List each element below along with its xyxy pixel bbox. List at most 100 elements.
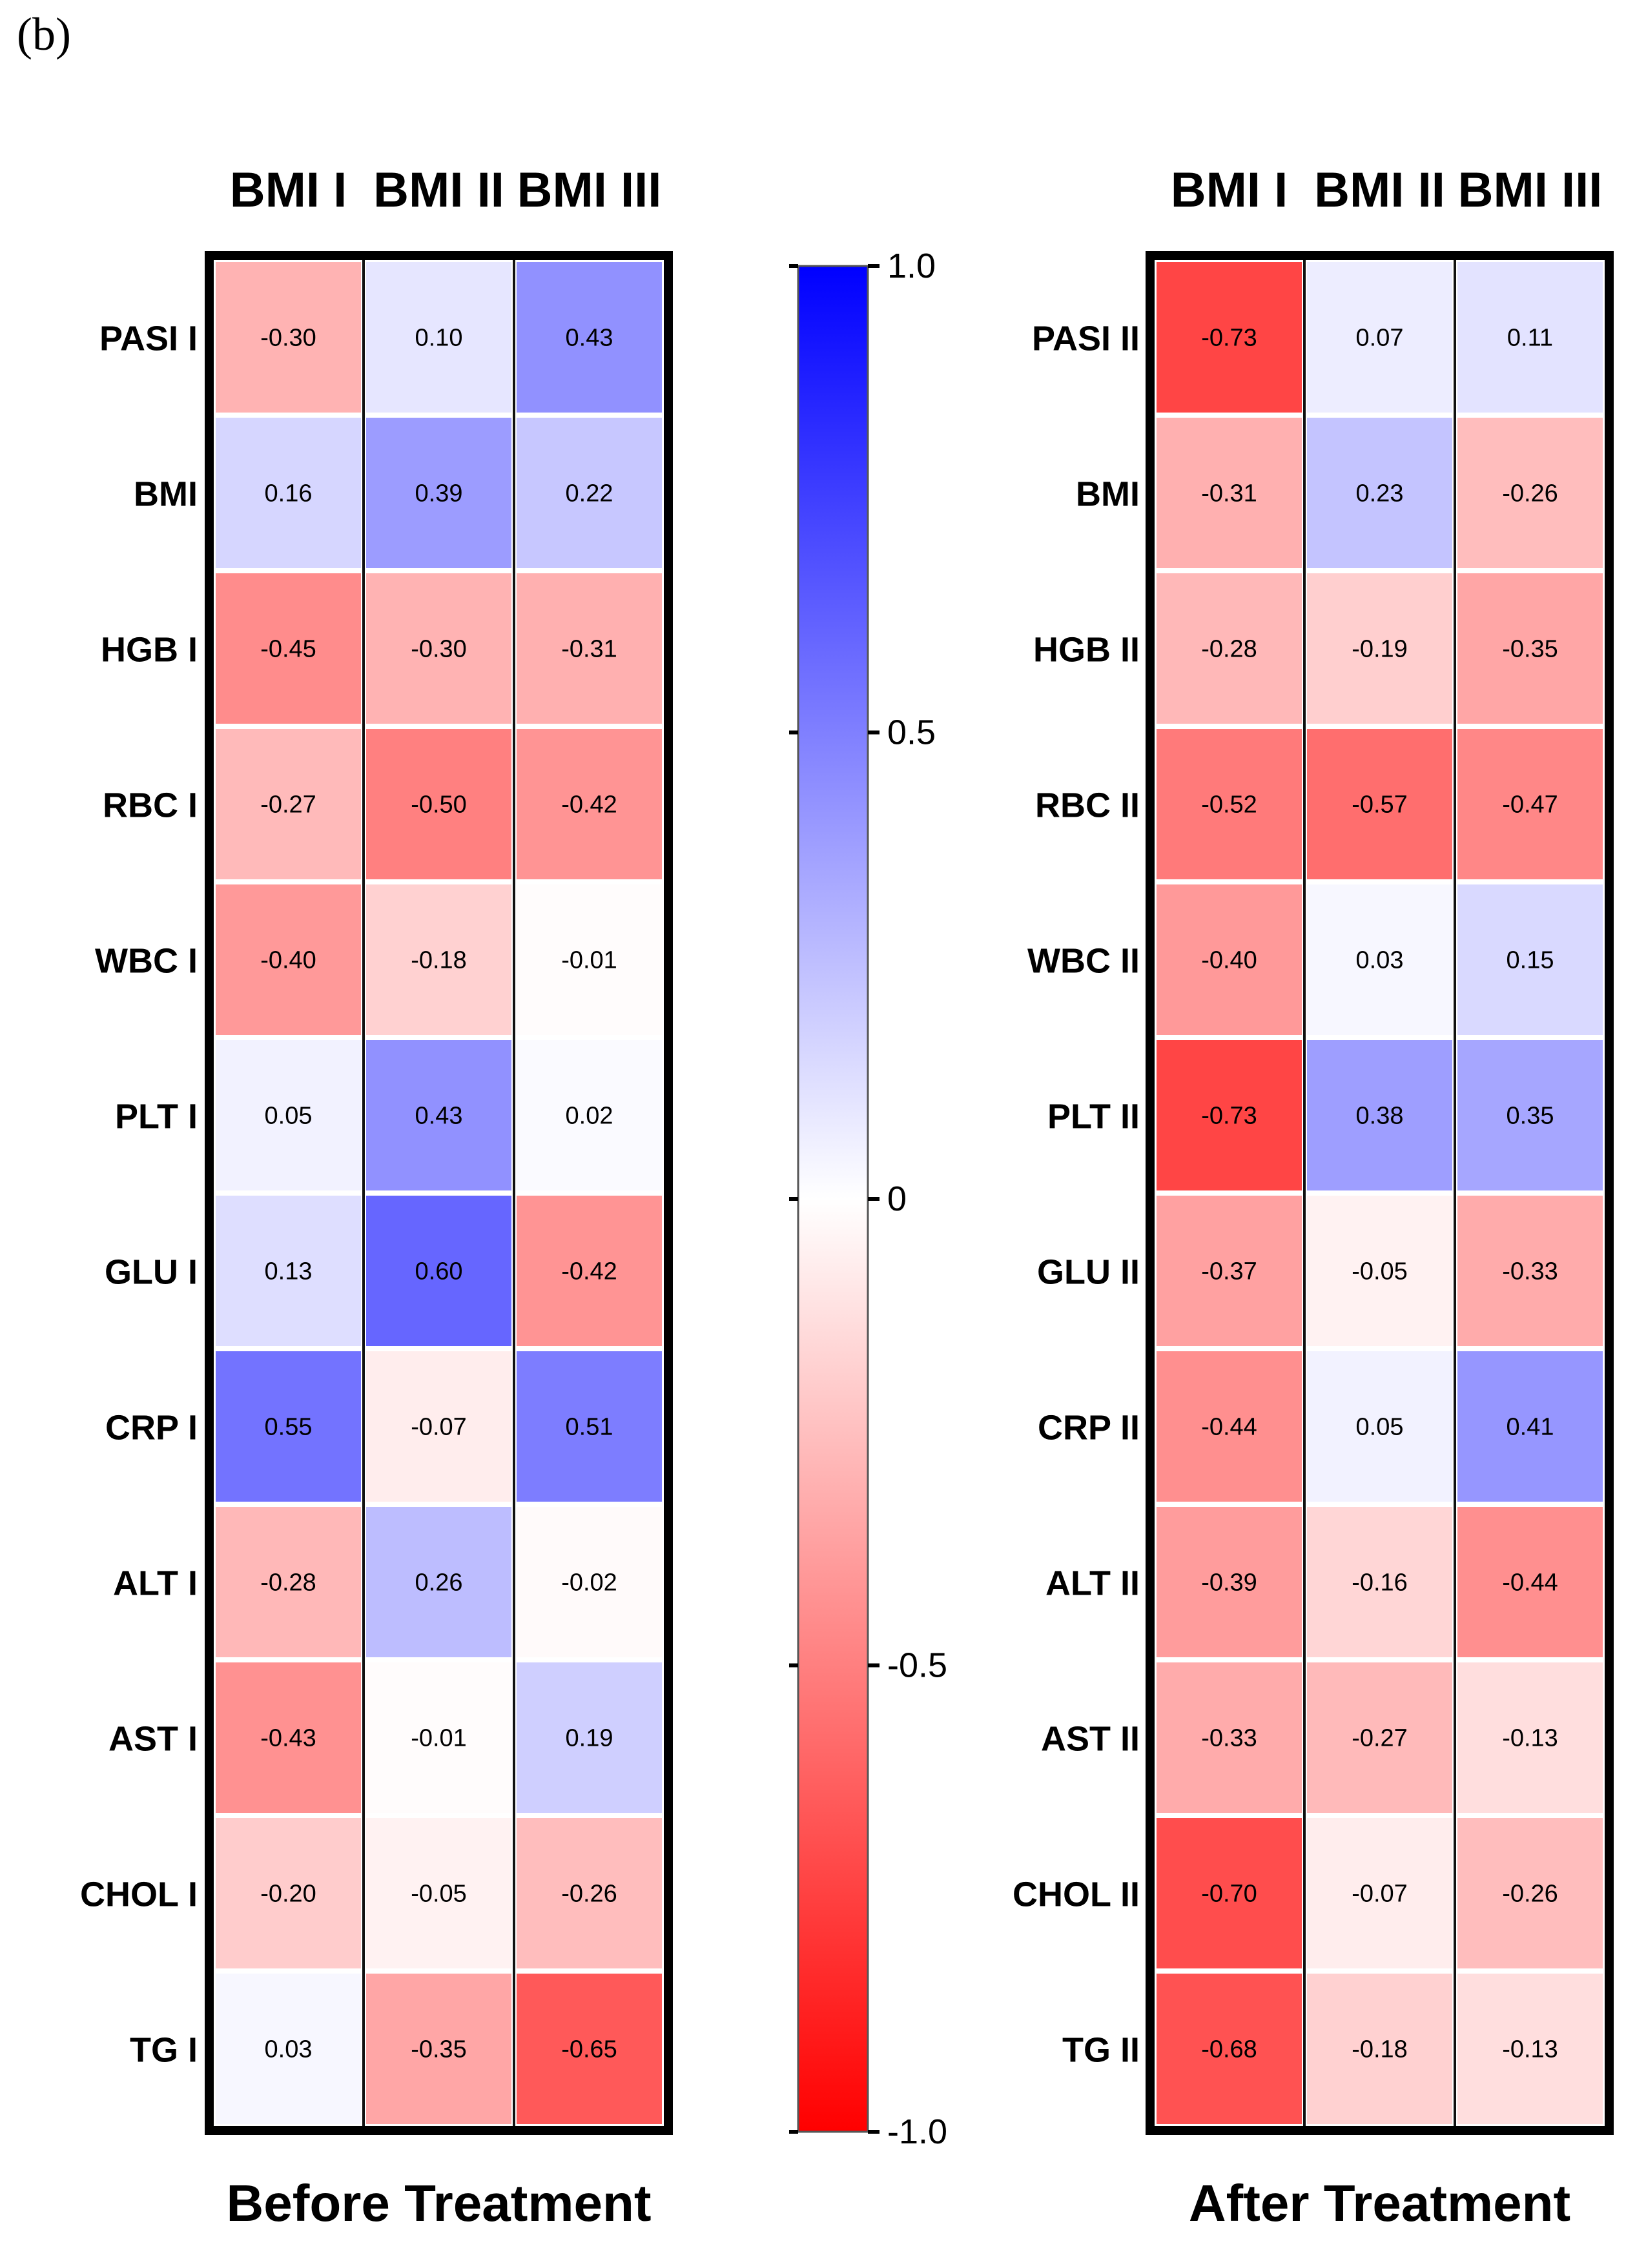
heatmap-cell	[1457, 1974, 1603, 2124]
row-label: BMI	[134, 475, 198, 514]
heatmap-cell	[1307, 1196, 1452, 1346]
colorbar-tick-label: 0	[887, 1180, 907, 1218]
heatmap-cell	[517, 1196, 662, 1346]
heatmap-cell	[216, 573, 361, 724]
cell-value-label: -0.31	[561, 636, 617, 663]
heatmap-after-treatment: BMI I BMI II BMI III -0.73 0.07 0.11 PASI II -0…	[1013, 163, 1614, 2232]
heatmap-cell	[1157, 1351, 1302, 1502]
heatmap-cell	[1157, 1974, 1302, 2124]
heatmap-cell	[1307, 1662, 1452, 1813]
row-label: BMI	[1076, 475, 1140, 514]
cell-value-label: -0.26	[561, 1881, 617, 1908]
heatmap-cell	[366, 1818, 511, 1968]
cell-value-label: 0.22	[566, 480, 613, 507]
cell-value-label: 0.55	[265, 1414, 313, 1441]
cell-value-label: 0.16	[265, 480, 313, 507]
colorbar-gradient	[797, 265, 869, 2133]
heatmap-cell	[1307, 1040, 1452, 1190]
heatmap-cell	[517, 729, 662, 879]
heatmap-cell	[517, 262, 662, 413]
cell-value-label: -0.35	[411, 2036, 467, 2063]
row-label: WBC I	[95, 942, 198, 981]
row-label: CRP I	[105, 1409, 198, 1447]
cell-value-label: -0.07	[1352, 1881, 1408, 1908]
heatmap-cell	[366, 1662, 511, 1813]
cell-value-label: -0.05	[1352, 1258, 1408, 1285]
heatmap-cell	[1457, 1040, 1603, 1190]
column-header: BMI III	[1458, 163, 1603, 218]
heatmap-cell	[216, 1974, 361, 2124]
heatmap-cell	[1307, 262, 1452, 413]
cell-value-label: -0.18	[1352, 2036, 1408, 2063]
colorbar: 1.0 0.5 0 -0.5 -1.0	[789, 247, 947, 2151]
heatmap-cell	[1157, 1662, 1302, 1813]
heatmap-cell	[1457, 1507, 1603, 1657]
column-header: BMI III	[517, 163, 662, 218]
heatmap-cell	[1307, 1507, 1452, 1657]
heatmap-cell	[1307, 884, 1452, 1035]
heatmap-cell	[517, 1351, 662, 1502]
cell-value-label: -0.52	[1201, 792, 1257, 819]
cell-value-label: 0.43	[415, 1103, 463, 1130]
cell-value-label: 0.51	[566, 1414, 613, 1441]
panel-label: (b)	[17, 8, 71, 60]
heatmap-cell	[366, 262, 511, 413]
heatmap-cell	[366, 729, 511, 879]
cell-value-label: -0.01	[561, 947, 617, 974]
heatmap-title: After Treatment	[1189, 2174, 1570, 2232]
cell-value-label: -0.18	[411, 947, 467, 974]
cell-value-label: -0.02	[561, 1569, 617, 1597]
heatmap-title: Before Treatment	[227, 2174, 652, 2232]
heatmap-cell	[1457, 262, 1603, 413]
heatmap-cell	[1307, 1974, 1452, 2124]
heatmap-cell	[216, 1818, 361, 1968]
cell-value-label: 0.10	[415, 325, 463, 352]
column-header: BMI I	[230, 163, 347, 218]
colorbar-tick-label: 1.0	[887, 247, 936, 285]
cell-value-label: 0.35	[1507, 1103, 1554, 1130]
cell-value-label: -0.01	[411, 1725, 467, 1752]
cell-value-label: 0.43	[566, 325, 613, 352]
heatmap-cell	[216, 729, 361, 879]
heatmap-cell	[216, 1351, 361, 1502]
cell-value-label: 0.26	[415, 1569, 463, 1597]
cell-value-label: 0.03	[1356, 947, 1404, 974]
row-label: WBC II	[1027, 942, 1140, 981]
cell-value-label: -0.44	[1502, 1569, 1558, 1597]
row-label: CRP II	[1038, 1409, 1140, 1447]
cell-value-label: -0.42	[561, 792, 617, 819]
heatmap-cell	[1307, 418, 1452, 568]
cell-value-label: 0.60	[415, 1258, 463, 1285]
heatmap-cell	[1457, 573, 1603, 724]
cell-value-label: -0.13	[1502, 1725, 1558, 1752]
heatmap-cell	[1157, 262, 1302, 413]
row-label: TG I	[130, 2031, 198, 2070]
cell-value-label: -0.13	[1502, 2036, 1558, 2063]
cell-value-label: 0.41	[1507, 1414, 1554, 1441]
cell-value-label: -0.30	[260, 325, 316, 352]
cell-value-label: 0.38	[1356, 1103, 1404, 1130]
cell-value-label: -0.42	[561, 1258, 617, 1285]
row-label: PASI I	[99, 320, 198, 358]
heatmap-cell	[1457, 1196, 1603, 1346]
heatmap-cell	[1157, 729, 1302, 879]
heatmap-cell	[366, 1351, 511, 1502]
heatmap-cell	[366, 1507, 511, 1657]
cell-value-label: -0.40	[1201, 947, 1257, 974]
cell-value-label: -0.73	[1201, 1103, 1257, 1130]
cell-value-label: 0.03	[265, 2036, 313, 2063]
row-label: ALT I	[113, 1564, 198, 1603]
heatmap-cell	[366, 418, 511, 568]
row-label: PASI II	[1032, 320, 1140, 358]
heatmap-cell	[1457, 418, 1603, 568]
cell-value-label: -0.43	[260, 1725, 316, 1752]
heatmap-cell	[1307, 1351, 1452, 1502]
cell-value-label: -0.68	[1201, 2036, 1257, 2063]
cell-value-label: -0.70	[1201, 1881, 1257, 1908]
heatmap-cell	[517, 884, 662, 1035]
heatmap-cell	[517, 1040, 662, 1190]
heatmap-border	[1146, 251, 1614, 2135]
cell-value-label: -0.27	[1352, 1725, 1408, 1752]
